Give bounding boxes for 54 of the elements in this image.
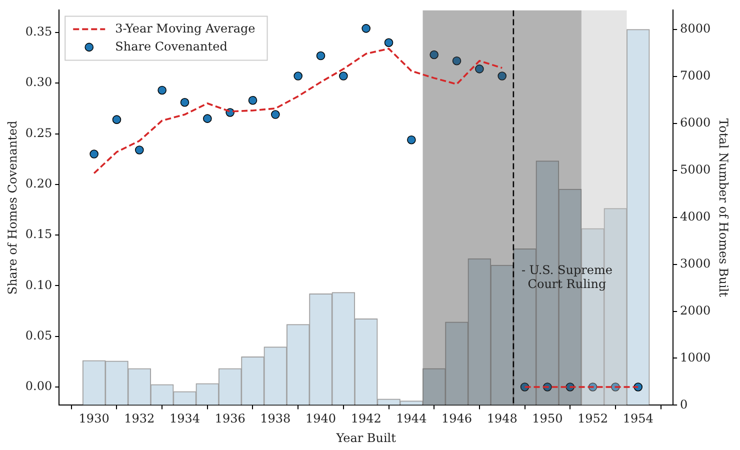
point bbox=[248, 96, 258, 105]
point bbox=[407, 135, 416, 144]
x-tick-label: 1938 bbox=[260, 412, 291, 426]
x-tick-label: 1930 bbox=[78, 412, 110, 426]
y2-axis-title: Total Number of Homes Built bbox=[716, 118, 731, 298]
point bbox=[180, 98, 190, 107]
point bbox=[430, 50, 438, 60]
point bbox=[158, 86, 166, 95]
x-tick-label: 1940 bbox=[305, 412, 336, 426]
y-tick-label: 0.20 bbox=[25, 176, 52, 191]
y2-tick-label: 3000 bbox=[680, 256, 711, 270]
y2-tick-label: 5000 bbox=[680, 162, 711, 176]
point bbox=[475, 64, 484, 74]
y2-tick-label: 8000 bbox=[680, 22, 711, 36]
point bbox=[452, 56, 462, 66]
ref-line-label: - U.S. Supreme Court Ruling bbox=[521, 263, 613, 292]
point bbox=[498, 72, 506, 80]
point bbox=[203, 114, 212, 123]
x-tick-label: 1948 bbox=[486, 412, 518, 426]
y2-tick-label: 1000 bbox=[680, 350, 711, 364]
y-tick-label: 0.30 bbox=[25, 75, 52, 90]
point bbox=[90, 150, 98, 158]
y2-tick-label: 6000 bbox=[680, 116, 711, 130]
legend-label: Share Covenanted bbox=[115, 39, 228, 54]
x-tick-label: 1946 bbox=[441, 412, 472, 426]
point bbox=[112, 115, 122, 124]
y-tick-label: 0.15 bbox=[25, 227, 52, 242]
x-tick-label: 1952 bbox=[578, 412, 608, 426]
x-tick-label: 1932 bbox=[124, 412, 155, 426]
y-tick-label: 0.35 bbox=[25, 24, 52, 39]
x-tick-label: 1942 bbox=[350, 412, 382, 426]
point bbox=[384, 38, 394, 48]
y-tick-label: 0.05 bbox=[25, 328, 52, 342]
x-tick-label: 1950 bbox=[532, 412, 563, 426]
y2-tick-label: 7000 bbox=[680, 68, 711, 83]
x-tick-label: 1936 bbox=[214, 412, 246, 426]
y2-tick-label: 4000 bbox=[680, 209, 711, 224]
y2-tick-label: 0 bbox=[680, 397, 688, 412]
point bbox=[135, 146, 144, 154]
point bbox=[316, 51, 326, 60]
x-axis-title: Year Built bbox=[335, 430, 396, 445]
x-tick-label: 1954 bbox=[622, 412, 654, 426]
point bbox=[362, 24, 370, 33]
y-tick-label: 0.10 bbox=[25, 278, 52, 292]
y-axis-title: Share of Homes Covenanted bbox=[5, 120, 20, 295]
y2-tick-label: 2000 bbox=[680, 303, 711, 318]
x-tick-label: 1944 bbox=[396, 412, 428, 426]
x-tick-label: 1934 bbox=[169, 412, 200, 426]
point bbox=[294, 72, 302, 80]
y-tick-label: 0.00 bbox=[25, 379, 52, 394]
y-tick-label: 0.25 bbox=[25, 126, 52, 140]
point bbox=[339, 72, 348, 80]
point bbox=[271, 110, 280, 119]
legend-label: 3-Year Moving Average bbox=[115, 21, 256, 36]
